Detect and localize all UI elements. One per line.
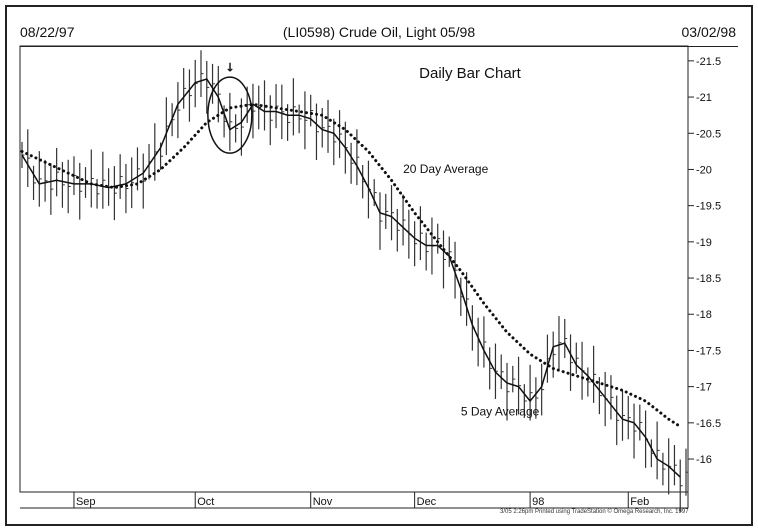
x-tick-label: Oct <box>197 496 214 508</box>
y-tick-label: -20.5 <box>696 128 721 140</box>
y-tick-label: -17.5 <box>696 345 721 357</box>
series-annotation: 5 Day Average <box>461 405 540 419</box>
x-tick-label: Dec <box>417 496 437 508</box>
start-date: 08/22/97 <box>20 24 75 40</box>
x-tick-label: Sep <box>76 496 96 508</box>
pointer-arrow: ↓ <box>225 61 235 75</box>
symbol-title: (LI0598) Crude Oil, Light 05/98 <box>282 24 476 40</box>
chart-header: 08/22/97 (LI0598) Crude Oil, Light 05/98… <box>20 20 738 47</box>
plot-area <box>19 45 689 493</box>
y-tick-label: -16.5 <box>696 418 721 430</box>
y-tick-label: -19.5 <box>696 201 721 213</box>
y-tick-label: -21 <box>696 92 712 104</box>
y-tick-label: -19 <box>696 237 712 249</box>
x-tick-label: Feb <box>630 496 649 508</box>
chart-frame <box>5 5 753 526</box>
x-tick-label: 98 <box>532 496 544 508</box>
y-tick-label: -17 <box>696 382 712 394</box>
y-tick-label: -20 <box>696 164 712 176</box>
printed-note: 3/05 2:26pm Printed using TradeStation ©… <box>500 509 689 515</box>
price-bars <box>21 50 689 513</box>
y-tick-label: -18.5 <box>696 273 721 285</box>
x-tick-label: Nov <box>313 496 333 508</box>
chart-title: Daily Bar Chart <box>419 65 522 82</box>
ma5-line <box>21 78 681 478</box>
series-annotation: 20 Day Average <box>403 162 488 176</box>
y-tick-label: -18 <box>696 309 712 321</box>
y-tick-label: -16 <box>696 454 712 466</box>
end-date: 03/02/98 <box>681 24 737 40</box>
y-tick-label: -21.5 <box>696 56 721 68</box>
highlight-circle <box>207 76 253 154</box>
